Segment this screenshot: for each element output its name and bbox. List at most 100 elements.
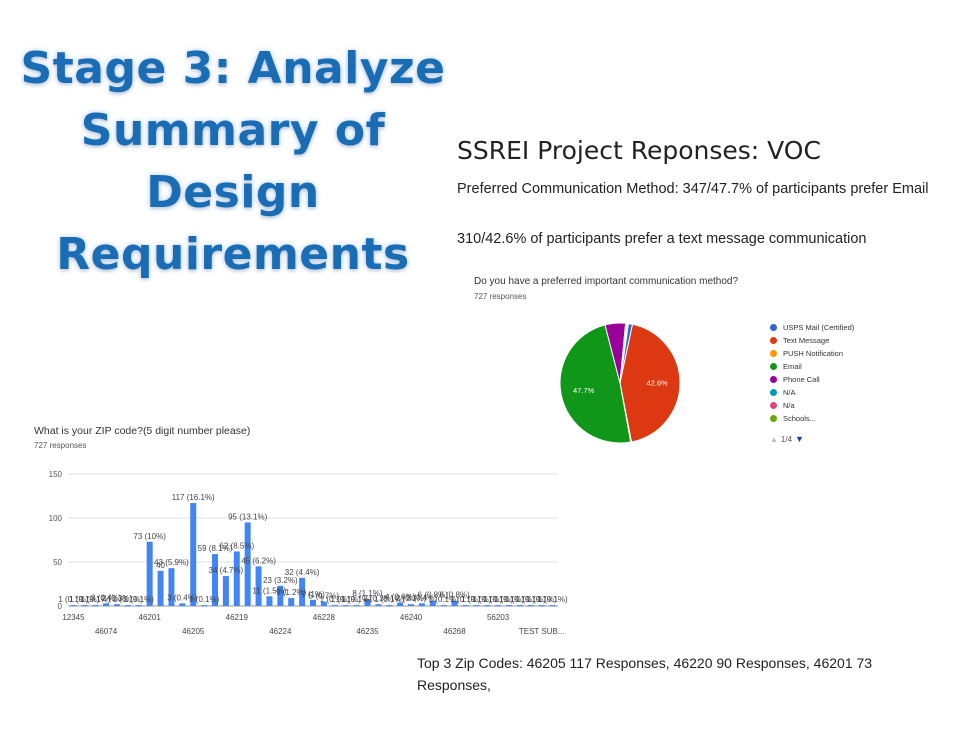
x-tick-label: 46205	[182, 627, 205, 636]
legend-label: Phone Call	[783, 375, 820, 384]
bar	[190, 503, 197, 606]
legend-label: Schools...	[783, 414, 816, 423]
bar-response-count: 727 responses	[34, 441, 87, 450]
legend-swatch	[770, 363, 777, 370]
legend-label: N/A	[783, 388, 796, 397]
y-tick-label: 100	[49, 514, 63, 523]
bar-data-label: 1 (0.1%)	[472, 595, 503, 604]
bar-data-label: 1 (0.1%)	[69, 595, 100, 604]
bar	[266, 596, 273, 606]
triangle-down-icon[interactable]: ▼	[795, 434, 804, 444]
bar-data-label: 1 (0.1%)	[483, 595, 514, 604]
bar	[506, 605, 512, 607]
legend-label: Text Message	[783, 336, 830, 345]
bar	[397, 602, 404, 606]
bar-question: What is your ZIP code?(5 digit number pl…	[34, 425, 251, 437]
legend-pager: ▲ 1/4 ▼	[770, 434, 804, 444]
bar	[212, 554, 218, 606]
legend-label: PUSH Notification	[783, 349, 844, 358]
x-tick-label: 12345	[62, 613, 85, 622]
bar	[375, 604, 382, 606]
legend-label: Email	[783, 362, 802, 371]
bar-data-label: 62 (8.5%)	[219, 541, 254, 550]
bar-data-label: 11 (1.5%)	[252, 586, 286, 595]
bar-x-ticks: 12345 46074 46201 46205 46219 46224 46228 46235…	[62, 613, 564, 636]
voc-email-stat: Preferred Communication Method: 347/47.7…	[457, 181, 929, 197]
bar	[320, 601, 327, 606]
bar	[310, 599, 316, 606]
slide-title-line-3: Design	[146, 167, 320, 218]
bar-data-label: 59 (8.1%)	[198, 544, 233, 553]
bar-data-label: 1 (0.1%)	[527, 595, 558, 604]
bar-data-label: 117 (16.1%)	[172, 493, 215, 502]
x-tick-label: 56203	[487, 613, 510, 622]
x-tick-label: 46235	[356, 627, 379, 636]
legend-swatch	[770, 415, 777, 422]
bar	[516, 605, 523, 607]
bar	[484, 605, 491, 607]
bar-data-label: 3 (0.4%)	[167, 593, 198, 602]
bar	[255, 566, 262, 606]
y-tick-label: 150	[49, 470, 63, 479]
legend-swatch	[770, 324, 777, 331]
bar	[429, 600, 436, 606]
bar	[103, 603, 110, 606]
top-zip-summary: Top 3 Zip Codes: 46205 117 Responses, 46…	[417, 655, 873, 693]
bar-data-label: 1 (0.1%)	[516, 595, 547, 604]
legend-item: Email	[770, 360, 854, 373]
legend-item: Schools...	[770, 412, 854, 425]
bar	[179, 603, 186, 606]
x-tick-label: TEST SUB...	[519, 627, 565, 636]
bar	[527, 605, 534, 607]
pie-slice-text-message	[619, 323, 681, 443]
bar	[299, 577, 306, 606]
bar	[124, 605, 131, 607]
bar	[201, 605, 208, 607]
x-tick-label: 46074	[95, 627, 118, 636]
voc-text-stat: 310/42.6% of participants prefer a text …	[457, 231, 867, 247]
slide-title-line-2: Summary of	[80, 105, 386, 156]
bar-data-label: 1 (0.1%)	[320, 595, 351, 604]
bar-data-label: 6 (0.8%)	[418, 591, 449, 600]
slide-title-line-4: Requirements	[56, 229, 410, 280]
bar-data-label: 32 (4.4%)	[285, 568, 320, 577]
legend-swatch	[770, 402, 777, 409]
bar	[408, 604, 414, 606]
voc-heading: SSREI Project Reponses: VOC	[457, 136, 821, 165]
bar	[146, 541, 153, 606]
bar	[538, 605, 545, 607]
bar-data-labels: 1 (0.1%)1 (0.1%)1 (0.1%)3 (0.4%)2 (0.3%)…	[58, 493, 568, 604]
slide-title: Stage 3: Analyze Summary of Design Requi…	[18, 38, 448, 286]
bar	[418, 603, 425, 606]
triangle-up-icon[interactable]: ▲	[770, 434, 778, 444]
pie-legend: USPS Mail (Certified) Text Message PUSH No…	[770, 321, 854, 425]
bar-data-label: 3 (0.4%)	[91, 593, 122, 602]
bar	[549, 605, 556, 607]
legend-item: Phone Call	[770, 373, 854, 386]
bar	[462, 605, 469, 607]
x-tick-label: 46219	[226, 613, 249, 622]
bar-data-label: 1 (0.1%)	[124, 595, 155, 604]
bar-data-label: 73 (10%)	[133, 532, 166, 541]
bar	[114, 604, 120, 606]
bar	[168, 568, 175, 606]
bar	[451, 600, 458, 606]
legend-label: USPS Mail (Certified)	[783, 323, 855, 332]
legend-item: N/a	[770, 399, 854, 412]
bar-data-label: 1 (0.1%)	[450, 595, 481, 604]
bar	[288, 598, 295, 606]
bar-data-label: 95 (13.1%)	[228, 512, 267, 521]
x-tick-label: 46240	[400, 613, 423, 622]
bar-data-label: 8 (1.1%)	[352, 589, 383, 598]
bar-data-label: 1 (0.1%)	[537, 595, 568, 604]
bar-data-label: 5 (0.7%)	[309, 592, 340, 601]
bar	[233, 551, 240, 606]
bar-data-label: 1 (0.1%)	[374, 595, 405, 604]
pie-question: Do you have a preferred important commun…	[474, 276, 739, 287]
pie-slice-label: 42.6%	[647, 378, 669, 387]
legend-item: Text Message	[770, 334, 854, 347]
bar	[277, 585, 284, 606]
slide-title-line-1: Stage 3: Analyze	[20, 43, 446, 94]
pie-slices	[559, 322, 681, 444]
